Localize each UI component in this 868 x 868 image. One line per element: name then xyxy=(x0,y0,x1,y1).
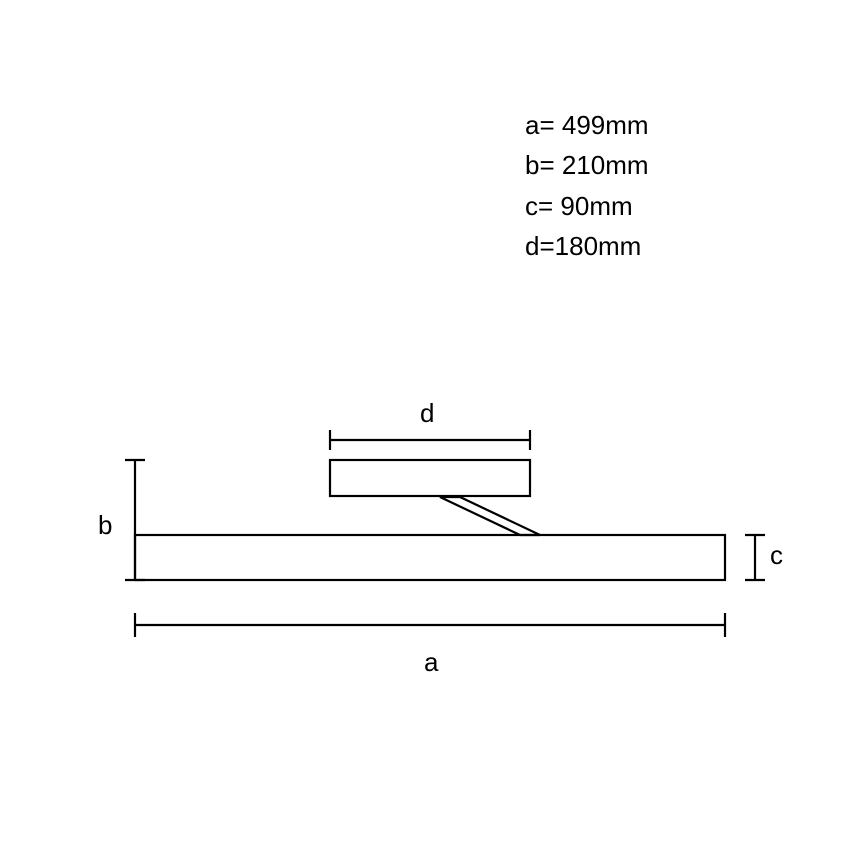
label-c: c xyxy=(770,540,783,571)
dim-d xyxy=(330,430,530,450)
legend-d: d=180mm xyxy=(525,226,649,266)
technical-drawing xyxy=(0,0,868,868)
dim-a xyxy=(135,613,725,637)
dim-b xyxy=(125,460,145,580)
dim-c xyxy=(745,535,765,580)
lower-box xyxy=(135,535,725,580)
dimension-legend: a= 499mm b= 210mm c= 90mm d=180mm xyxy=(525,105,649,266)
label-d: d xyxy=(420,398,434,429)
label-a: a xyxy=(424,647,438,678)
legend-a: a= 499mm xyxy=(525,105,649,145)
legend-c: c= 90mm xyxy=(525,186,649,226)
diagram-canvas: a= 499mm b= 210mm c= 90mm d=180mm d b c … xyxy=(0,0,868,868)
connector-arm xyxy=(440,497,540,535)
legend-b: b= 210mm xyxy=(525,145,649,185)
label-b: b xyxy=(98,510,112,541)
upper-box xyxy=(330,460,530,496)
